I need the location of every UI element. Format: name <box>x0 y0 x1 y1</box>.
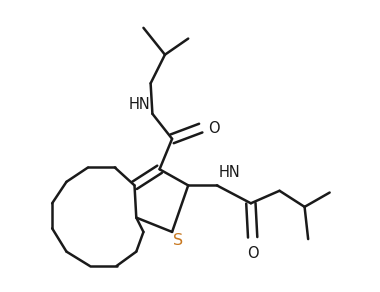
Text: S: S <box>174 233 184 248</box>
Text: O: O <box>247 246 258 261</box>
Text: HN: HN <box>218 165 241 180</box>
Text: HN: HN <box>129 97 150 112</box>
Text: O: O <box>209 121 220 135</box>
